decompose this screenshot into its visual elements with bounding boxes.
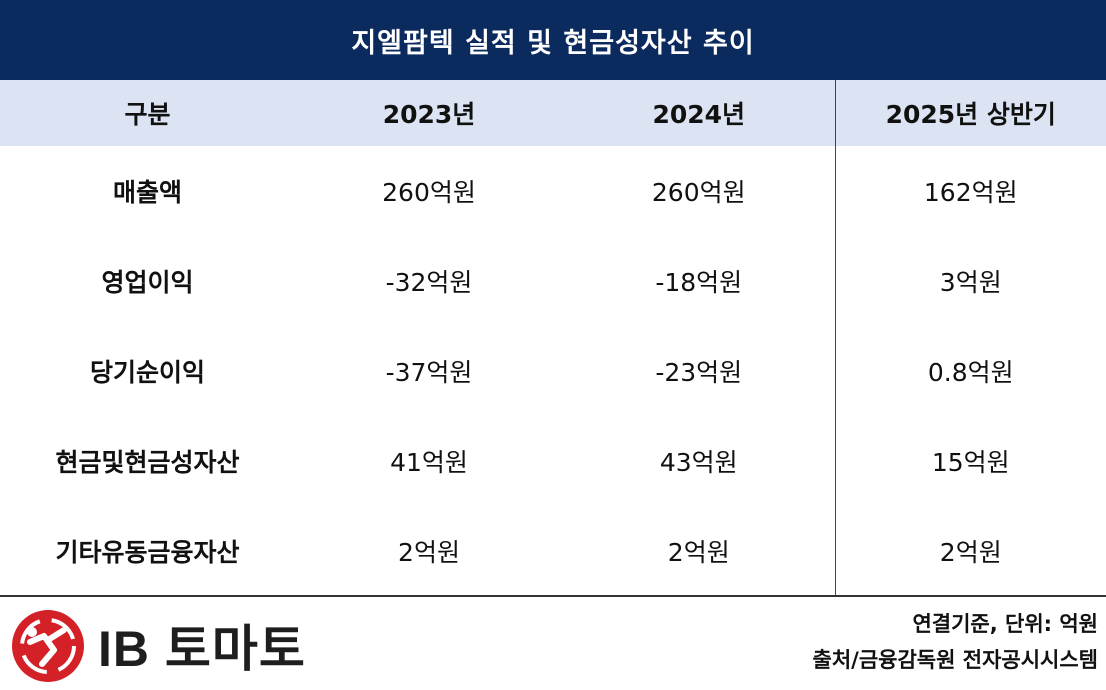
row-label: 기타유동금융자산	[55, 538, 240, 567]
ib-tomato-logo: IB 토마토	[8, 606, 306, 684]
basis-note: 연결기준, 단위: 억원	[912, 612, 1098, 636]
table-row: 당기순이익 -37억원 -23억원 0.8억원	[0, 326, 1106, 416]
cell-value: -37억원	[385, 358, 473, 387]
table-row: 현금및현금성자산 41억원 43억원 15억원	[0, 416, 1106, 506]
financial-table: 구분 2023년 2024년 2025년 상반기 매출액 260억원 260억원…	[0, 80, 1106, 596]
header-category: 구분	[0, 80, 295, 146]
row-label: 현금및현금성자산	[55, 448, 240, 477]
row-label: 영업이익	[101, 268, 194, 297]
tomato-logo-icon	[12, 610, 84, 682]
header-2025-h1: 2025년 상반기	[834, 80, 1106, 146]
cell-value: 41억원	[390, 448, 468, 477]
source-note: 출처/금융감독원 전자공시시스템	[812, 648, 1098, 672]
cell-value: 260억원	[382, 178, 476, 207]
cell-value: -32억원	[385, 268, 473, 297]
table-row: 기타유동금융자산 2억원 2억원 2억원	[0, 506, 1106, 596]
cell-value: 260억원	[651, 178, 746, 207]
cell-value: 2억원	[834, 506, 1106, 596]
header-2024: 2024년	[563, 80, 835, 146]
logo-text: IB 토마토	[98, 621, 306, 677]
cell-value: 3억원	[834, 236, 1106, 326]
header-2023: 2023년	[295, 80, 563, 146]
table-title: 지엘팜텍 실적 및 현금성자산 추이	[0, 0, 1106, 80]
footer-notes: 연결기준, 단위: 억원 출처/금융감독원 전자공시시스템	[813, 606, 1098, 678]
cell-value: -23억원	[655, 358, 743, 387]
cell-value: 2억원	[667, 538, 730, 567]
cell-value: 162억원	[834, 146, 1106, 236]
bottom-divider	[0, 595, 1106, 597]
cell-value: 15억원	[834, 416, 1106, 506]
row-label: 당기순이익	[89, 358, 205, 387]
cell-value: 43억원	[659, 448, 738, 477]
cell-value: -18억원	[655, 268, 743, 297]
row-label: 매출액	[112, 178, 182, 207]
cell-value: 2억원	[398, 538, 460, 567]
header-row: 구분 2023년 2024년 2025년 상반기	[0, 80, 1106, 146]
table-row: 영업이익 -32억원 -18억원 3억원	[0, 236, 1106, 326]
cell-value: 0.8억원	[834, 326, 1106, 416]
table-row: 매출액 260억원 260억원 162억원	[0, 146, 1106, 236]
